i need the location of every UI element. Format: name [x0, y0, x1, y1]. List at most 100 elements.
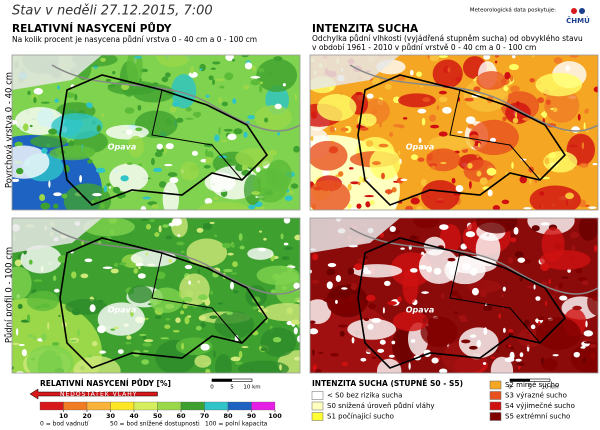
map-patch	[420, 180, 460, 210]
map-patch	[416, 71, 422, 77]
map-patch	[96, 125, 102, 132]
map-patch	[138, 266, 141, 270]
map-patch	[235, 164, 245, 172]
map-patch	[287, 190, 295, 194]
color-bin	[39, 401, 64, 411]
scale-label: 10 km	[243, 385, 260, 391]
map-patch	[431, 165, 436, 170]
map-patch	[489, 137, 496, 143]
mountain-region	[12, 55, 102, 90]
map-patch	[105, 78, 112, 82]
map-patch	[214, 353, 232, 373]
map-patch	[523, 207, 532, 210]
map-patch	[162, 181, 180, 210]
map-patch	[53, 203, 59, 209]
map-patch	[389, 225, 396, 233]
map-patch	[176, 117, 184, 123]
map-patch	[510, 233, 516, 238]
map-patch	[16, 371, 24, 373]
map-patch	[559, 295, 568, 301]
map-patch	[33, 334, 36, 341]
map-patch	[585, 320, 588, 328]
map-patch	[358, 175, 363, 184]
map-patch	[504, 71, 511, 80]
map-patch	[88, 102, 93, 109]
map-patch	[213, 350, 216, 358]
color-bin	[204, 401, 229, 411]
color-bin	[110, 401, 135, 411]
map-patch	[371, 108, 378, 115]
map-patch	[79, 175, 83, 183]
map-patch	[156, 271, 166, 280]
map-patch	[150, 157, 155, 166]
map-patch	[410, 339, 416, 343]
map-patch	[529, 78, 535, 83]
scale-bar	[212, 379, 232, 382]
map-patch	[476, 153, 480, 158]
map-patch	[523, 319, 530, 327]
map-patch	[469, 267, 478, 276]
logo-icon	[571, 8, 577, 14]
map-patch	[447, 67, 451, 73]
map-patch	[244, 62, 253, 70]
color-bin	[251, 401, 276, 411]
map-patch	[251, 191, 261, 196]
map-patch	[210, 67, 216, 71]
legend-label: S2 mírné sucho	[505, 381, 559, 389]
map-patch	[105, 124, 149, 140]
map-patch	[429, 114, 437, 122]
map-patch	[264, 117, 269, 123]
map-patch	[512, 117, 519, 124]
map-patch	[16, 167, 24, 175]
map-patch	[526, 285, 533, 289]
right-subtitle: Odchylka půdní vlhkosti (vyjádřená stupn…	[312, 34, 583, 43]
scale-label: 5	[230, 385, 234, 391]
legend-note: 50 = bod snížené dostupnosti	[110, 421, 200, 428]
scale-bar	[510, 379, 530, 382]
map-patch	[329, 125, 335, 133]
map-patch	[438, 90, 447, 95]
map-patch	[142, 196, 151, 200]
map: Opava 0 5 10 km	[11, 217, 301, 391]
map-patch	[26, 290, 59, 312]
map-patch	[156, 143, 163, 150]
map-patch	[337, 324, 348, 328]
map-patch	[314, 368, 322, 373]
map-patch	[87, 354, 93, 358]
map-patch	[417, 108, 427, 114]
map-patch	[356, 203, 362, 209]
map-patch	[179, 290, 182, 298]
color-bin	[180, 401, 205, 411]
map-patch	[519, 277, 523, 282]
map-patch	[126, 55, 143, 85]
map-patch	[151, 204, 159, 209]
map-patch	[210, 290, 213, 295]
map-patch	[438, 96, 448, 103]
map-patch	[535, 296, 541, 301]
map-patch	[457, 131, 463, 134]
map-patch	[428, 135, 476, 151]
map-patch	[71, 308, 82, 316]
map-patch	[91, 200, 95, 204]
map-patch	[91, 340, 98, 347]
map-patch	[405, 205, 414, 210]
map-patch	[469, 180, 472, 189]
map-patch	[387, 188, 390, 195]
map-patch	[402, 268, 419, 305]
map-patch	[312, 349, 315, 356]
map-patch	[418, 137, 422, 144]
map-patch	[214, 134, 220, 142]
map-patch	[232, 261, 238, 268]
map-patch	[422, 317, 428, 324]
map-patch	[455, 184, 464, 193]
row-label: Půdní profil 0 - 100 cm	[4, 247, 15, 343]
map-patch	[191, 150, 198, 156]
map-patch	[354, 353, 357, 358]
map-patch	[232, 98, 237, 104]
tick-label: 50	[153, 412, 163, 420]
map-patch	[281, 256, 290, 261]
map-patch	[243, 131, 248, 138]
map-patch	[326, 281, 333, 290]
map-patch	[341, 287, 348, 290]
map-patch	[291, 319, 300, 325]
